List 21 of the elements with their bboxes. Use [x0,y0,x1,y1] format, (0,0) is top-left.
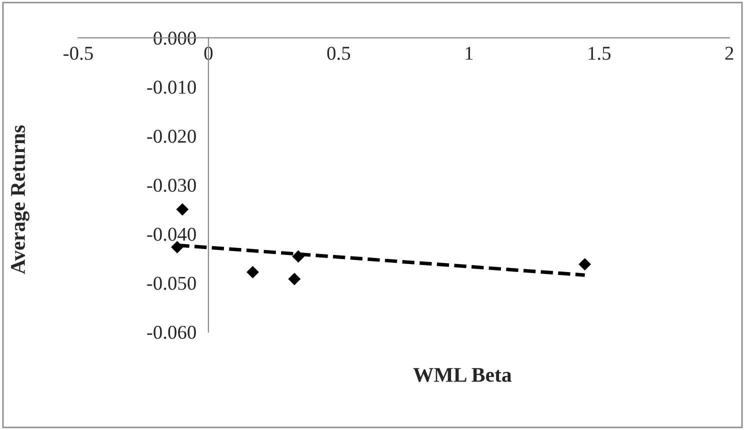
point [578,258,592,271]
y-tick-label: -0.050 [147,276,196,290]
y-tick-label: -0.040 [147,228,196,241]
point [246,266,259,278]
x-tick-label: 1.5 [588,46,611,60]
point [176,203,189,216]
y-tick-label: 0.000 [154,32,196,45]
y-tick-label: -0.030 [147,178,196,192]
point [170,240,184,254]
x-tick-label: 0 [204,46,213,60]
x-tick-label: 1 [466,46,473,60]
x-axis-title: WML Beta [413,368,512,382]
y-axis-title: Average Returns [11,125,30,274]
x-tick-label: 2 [725,46,734,60]
y-tick-label: -0.010 [147,80,196,94]
point [288,272,301,286]
point [292,250,305,263]
x-tick-label: 0.5 [327,46,350,60]
x-tick-label: -0.5 [64,46,93,60]
y-tick-label: -0.020 [147,130,196,143]
y-tick-label: -0.060 [147,326,196,339]
